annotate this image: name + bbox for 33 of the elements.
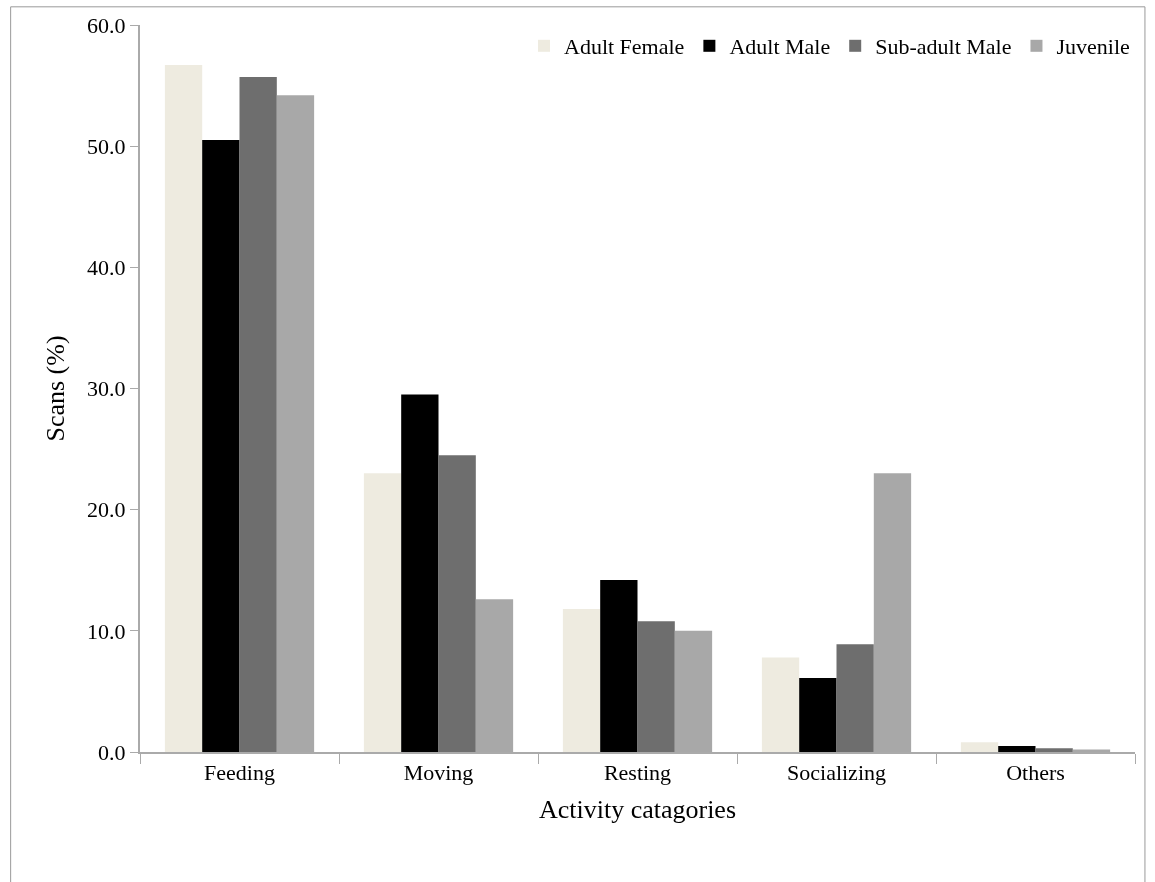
y-tick-label: 10.0 (87, 618, 126, 644)
bar (637, 621, 675, 752)
bar (799, 678, 837, 752)
y-tick-label: 40.0 (87, 255, 126, 281)
x-tick-label: Resting (603, 760, 672, 786)
legend-label: Juvenile (1056, 34, 1130, 60)
x-axis-title: Activity catagories (538, 794, 737, 824)
bar (562, 609, 601, 752)
y-axis-title: Scans (%) (41, 335, 70, 442)
y-tick-label: 0.0 (98, 739, 126, 765)
x-tick-label: Others (1006, 760, 1065, 786)
y-tick-label: 30.0 (87, 376, 126, 402)
bar (761, 657, 800, 752)
bar (363, 473, 402, 752)
bar (960, 742, 999, 752)
y-tick-label: 20.0 (87, 497, 126, 523)
x-tick-label: Feeding (204, 760, 275, 786)
x-tick-label: Socializing (787, 760, 886, 786)
bar (401, 394, 439, 752)
bar (239, 77, 277, 752)
bar (164, 64, 203, 752)
legend-label: Adult Male (729, 34, 831, 60)
x-tick-label: Moving (403, 760, 474, 786)
bar (202, 140, 240, 752)
y-tick-label: 60.0 (87, 12, 126, 38)
bar (600, 579, 638, 752)
bar (438, 455, 476, 752)
bar (1035, 748, 1073, 752)
y-tick-label: 50.0 (87, 133, 126, 159)
bar (998, 745, 1036, 752)
legend-label: Adult Female (564, 34, 685, 60)
legend-label: Sub-adult Male (875, 34, 1012, 60)
bar (836, 644, 874, 752)
